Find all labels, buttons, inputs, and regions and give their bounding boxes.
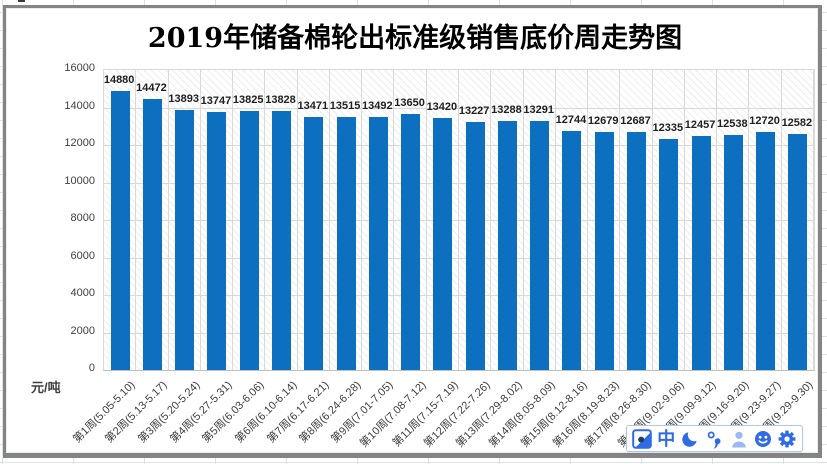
y-tick-label: 8000 — [70, 212, 95, 224]
y-tick-label: 16000 — [64, 62, 95, 74]
settings-gear-icon[interactable] — [776, 428, 798, 450]
category-column — [524, 70, 556, 370]
account-person-icon[interactable] — [728, 428, 750, 450]
y-tick-label: 14000 — [64, 99, 95, 112]
bar-value-label: 13828 — [265, 93, 296, 106]
category-column — [685, 70, 718, 370]
category-column — [104, 70, 137, 370]
y-tick-label: 12000 — [64, 137, 95, 149]
bar-value-label: 12538 — [717, 117, 748, 130]
bar-value-label: 12582 — [781, 117, 813, 130]
emoji-smiley-icon[interactable] — [752, 428, 774, 450]
bar[interactable] — [788, 134, 808, 370]
half-full-width-moon-icon[interactable] — [679, 428, 701, 450]
bar-value-label: 12687 — [620, 115, 651, 128]
chart-area: 2019年储备棉轮出标准级销售底价周走势图 元/吨 0 2000 4000 6000 8… — [9, 11, 821, 456]
bar[interactable] — [659, 138, 679, 370]
chart-object[interactable]: 2019年储备棉轮出标准级销售底价周走势图 元/吨 0 2000 4000 6000 8… — [3, 5, 822, 458]
bar-value-label: 13893 — [168, 92, 199, 105]
bar-value-label: 12720 — [749, 114, 780, 127]
category-column — [491, 70, 524, 370]
category-column — [653, 70, 685, 370]
y-tick-label: 6000 — [70, 249, 95, 262]
bar-value-label: 13291 — [523, 103, 554, 116]
bar[interactable] — [401, 114, 421, 370]
bar-value-label: 12335 — [652, 121, 684, 134]
bar[interactable] — [142, 98, 162, 370]
gridline — [104, 107, 814, 109]
category-column — [782, 70, 814, 370]
plot-area — [103, 69, 815, 371]
bar[interactable] — [756, 131, 776, 370]
bar[interactable] — [723, 134, 743, 370]
gridline — [104, 295, 814, 296]
bar[interactable] — [691, 136, 711, 370]
gridline — [104, 332, 814, 334]
bar[interactable] — [465, 122, 485, 370]
category-column — [620, 70, 653, 370]
bar[interactable] — [207, 112, 227, 370]
bar[interactable] — [368, 117, 388, 370]
category-column — [459, 70, 492, 370]
bar-value-label: 13650 — [394, 97, 425, 110]
category-column — [362, 70, 395, 370]
bar[interactable] — [239, 110, 259, 370]
bar[interactable] — [562, 131, 582, 370]
category-column — [427, 70, 459, 370]
chart-title: 2019年储备棉轮出标准级销售底价周走势图 — [147, 23, 683, 54]
category-column — [588, 70, 621, 370]
sogou-logo-icon[interactable] — [631, 428, 653, 450]
bar[interactable] — [110, 91, 130, 370]
bar[interactable] — [530, 120, 550, 370]
bar-value-label: 14472 — [136, 81, 167, 94]
bar[interactable] — [433, 118, 453, 370]
bar-value-label: 13825 — [232, 93, 264, 106]
category-column — [717, 70, 750, 370]
bar[interactable] — [594, 132, 614, 370]
chinese-mode-indicator[interactable]: 中 — [655, 428, 677, 450]
bar[interactable] — [626, 132, 646, 370]
category-column — [265, 70, 298, 370]
category-column — [556, 70, 589, 370]
category-column — [330, 70, 363, 370]
bar-value-label: 13471 — [297, 100, 329, 113]
bar-value-label: 13492 — [362, 100, 393, 113]
gridline — [104, 182, 814, 184]
punctuation-mode-icon[interactable] — [704, 428, 726, 450]
gridline — [104, 257, 814, 259]
category-column — [394, 70, 427, 370]
bar[interactable] — [497, 120, 517, 370]
bar[interactable] — [271, 110, 291, 370]
category-column — [169, 70, 201, 370]
y-tick-label: 0 — [88, 362, 95, 374]
y-axis-unit-label: 元/吨 — [31, 380, 61, 395]
bar-value-label: 13515 — [329, 99, 361, 112]
bar-value-label: 13747 — [200, 95, 232, 108]
category-column — [749, 70, 782, 370]
cell-selection-artifact — [18, 0, 25, 2]
chinese-mode-label: 中 — [657, 428, 676, 449]
bar-value-label: 14880 — [103, 74, 135, 86]
bar-value-label: 13420 — [426, 101, 458, 114]
bar-value-label: 12457 — [684, 119, 716, 132]
gridline — [104, 220, 814, 221]
y-tick-label: 2000 — [70, 324, 95, 337]
category-column — [136, 70, 169, 370]
bar-value-label: 12679 — [587, 115, 619, 128]
category-column — [201, 70, 234, 370]
category-column — [298, 70, 330, 370]
y-tick-label: 10000 — [64, 174, 95, 187]
bar[interactable] — [336, 116, 356, 370]
category-column — [233, 70, 266, 370]
ime-toolbar: 中 — [626, 425, 803, 452]
bar[interactable] — [304, 117, 324, 370]
bar-value-label: 13227 — [458, 104, 490, 117]
bar-value-label: 12744 — [555, 114, 587, 127]
y-tick-label: 4000 — [70, 287, 95, 299]
bar[interactable] — [175, 109, 195, 370]
gridline — [104, 145, 814, 146]
bar-value-label: 13288 — [491, 103, 522, 116]
